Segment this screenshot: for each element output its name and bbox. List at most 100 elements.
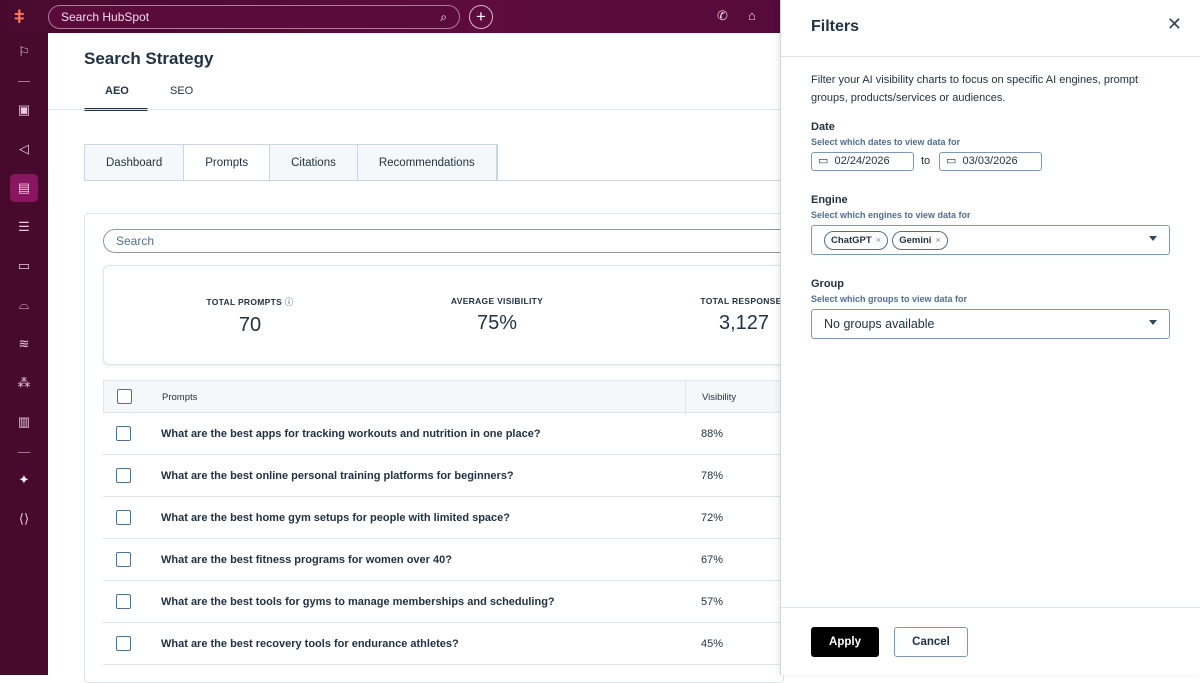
contacts-icon[interactable]: ▣ [17, 102, 31, 117]
remove-icon[interactable]: × [875, 235, 882, 246]
stat-label: TOTAL RESPONSES [700, 296, 788, 306]
table-row[interactable]: What are the best tools for gyms to mana… [103, 581, 793, 623]
chevron-down-icon[interactable] [1149, 320, 1157, 325]
group-select[interactable]: No groups available [811, 309, 1170, 339]
engine-chip-chatgpt: ChatGPT × [824, 231, 889, 250]
cancel-button[interactable]: Cancel [894, 627, 968, 657]
table-row[interactable]: What are the best fitness programs for w… [103, 539, 793, 581]
stat-average-visibility: AVERAGE VISIBILITY 75% [397, 296, 597, 335]
database-icon[interactable]: ≋ [18, 336, 30, 351]
panel-title: Filters [811, 18, 860, 35]
megaphone-icon[interactable]: ◁ [19, 141, 29, 156]
divider [48, 109, 780, 110]
visibility-value: 57% [701, 596, 724, 608]
table-header: Prompts Visibility [103, 380, 793, 414]
hubspot-logo-icon[interactable]: ǂ [14, 7, 25, 27]
stat-label: AVERAGE VISIBILITY [450, 296, 544, 306]
reports-icon[interactable]: ▥ [17, 414, 31, 429]
row-checkbox[interactable] [116, 426, 131, 441]
workflow-icon[interactable]: ⁂ [17, 375, 31, 390]
apply-button[interactable]: Apply [811, 627, 879, 657]
prompt-text[interactable]: What are the best online personal traini… [161, 470, 514, 482]
select-all-checkbox[interactable] [117, 389, 132, 404]
prompts-table: Prompts Visibility What are the best app… [103, 380, 793, 665]
sidebar-divider [18, 452, 30, 453]
global-search-input[interactable]: Search HubSpot ⌕ [48, 5, 460, 29]
chip-label: ChatGPT [831, 235, 872, 246]
tab-aeo[interactable]: AEO [105, 85, 129, 97]
tab-divider [84, 180, 780, 181]
visibility-value: 72% [701, 512, 724, 524]
remove-icon[interactable]: × [935, 235, 941, 246]
row-checkbox[interactable] [116, 510, 131, 525]
stat-total-prompts: TOTAL PROMPTS ⓘ 70 [150, 296, 350, 337]
visibility-value: 88% [701, 428, 724, 440]
engine-help: Select which engines to view data for [811, 210, 971, 220]
date-to-input[interactable]: ▭ 03/03/2026 [939, 152, 1042, 171]
filters-panel: Filters ✕ Filter your AI visibility char… [780, 0, 1200, 675]
sidebar: ⚐ ▣ ◁ ▤ ☰ ▭ ⌓ ≋ ⁂ ▥ ✦ ⟨⟩ [0, 33, 48, 675]
search-icon[interactable]: ⌕ [440, 10, 447, 24]
tab-dashboard[interactable]: Dashboard [85, 145, 185, 181]
table-row[interactable]: What are the best recovery tools for end… [103, 623, 793, 665]
wallet-icon[interactable]: ▭ [17, 258, 31, 273]
bookmark-icon[interactable]: ⚐ [18, 44, 30, 59]
prompt-text[interactable]: What are the best recovery tools for end… [161, 638, 459, 650]
calendar-icon: ▭ [946, 155, 957, 167]
close-icon[interactable]: ✕ [1166, 14, 1182, 34]
engine-select[interactable]: ChatGPT × Gemini × [811, 225, 1170, 255]
service-bell-icon[interactable]: ⌓ [18, 297, 30, 312]
table-row[interactable]: What are the best apps for tracking work… [103, 413, 793, 455]
date-from-value: 02/24/2026 [834, 155, 890, 167]
engine-label: Engine [811, 194, 848, 206]
table-row[interactable]: What are the best home gym setups for pe… [103, 497, 793, 539]
date-to-label: to [921, 155, 931, 167]
prompt-text[interactable]: What are the best apps for tracking work… [161, 428, 541, 440]
date-label: Date [811, 121, 835, 133]
search-placeholder: Search HubSpot [61, 10, 150, 24]
column-divider [685, 381, 686, 414]
row-checkbox[interactable] [116, 636, 131, 651]
row-checkbox[interactable] [116, 594, 131, 609]
tab-prompts[interactable]: Prompts [184, 145, 271, 182]
footer-divider [781, 607, 1200, 608]
engine-chip-gemini: Gemini × [892, 231, 948, 250]
content-icon[interactable]: ▤ [10, 174, 38, 202]
group-help: Select which groups to view data for [811, 294, 968, 304]
row-checkbox[interactable] [116, 552, 131, 567]
stats-summary: TOTAL PROMPTS ⓘ 70 AVERAGE VISIBILITY 75% … [103, 265, 793, 365]
subtabs: Dashboard Prompts Citations Recommendati… [84, 144, 498, 182]
prompt-text[interactable]: What are the best home gym setups for pe… [161, 512, 511, 524]
date-from-input[interactable]: ▭ 02/24/2026 [811, 152, 914, 171]
tab-citations[interactable]: Citations [270, 145, 358, 181]
stat-total-responses: TOTAL RESPONSES 3,127 [644, 296, 844, 335]
visibility-value: 78% [701, 470, 724, 482]
sidebar-divider [18, 81, 30, 82]
stat-value: 70 [238, 314, 262, 336]
visibility-value: 67% [701, 554, 724, 566]
tab-recommendations[interactable]: Recommendations [357, 145, 497, 181]
commerce-icon[interactable]: ☰ [18, 219, 30, 234]
page-title: Search Strategy [84, 49, 214, 68]
chevron-down-icon[interactable] [1149, 236, 1157, 241]
calendar-icon: ▭ [818, 155, 829, 167]
column-prompts[interactable]: Prompts [162, 392, 198, 403]
create-button[interactable]: + [469, 5, 493, 29]
table-row[interactable]: What are the best online personal traini… [103, 455, 793, 497]
stat-value: 75% [476, 312, 518, 334]
prompt-search-input[interactable]: Search [103, 229, 793, 253]
tab-seo[interactable]: SEO [170, 85, 194, 97]
date-to-value: 03/03/2026 [962, 155, 1018, 167]
column-visibility[interactable]: Visibility [702, 392, 737, 403]
info-icon[interactable]: ⓘ [284, 297, 294, 307]
prompt-text[interactable]: What are the best tools for gyms to mana… [161, 596, 555, 608]
sparkle-icon[interactable]: ✦ [18, 472, 30, 487]
prompt-text[interactable]: What are the best fitness programs for w… [161, 554, 452, 566]
row-checkbox[interactable] [116, 468, 131, 483]
phone-icon[interactable]: ✆ [717, 8, 728, 23]
group-label: Group [811, 278, 844, 290]
marketplace-icon[interactable]: ⌂ [748, 8, 756, 23]
code-icon[interactable]: ⟨⟩ [18, 511, 30, 526]
visibility-value: 45% [701, 638, 724, 650]
chip-label: Gemini [899, 235, 932, 246]
